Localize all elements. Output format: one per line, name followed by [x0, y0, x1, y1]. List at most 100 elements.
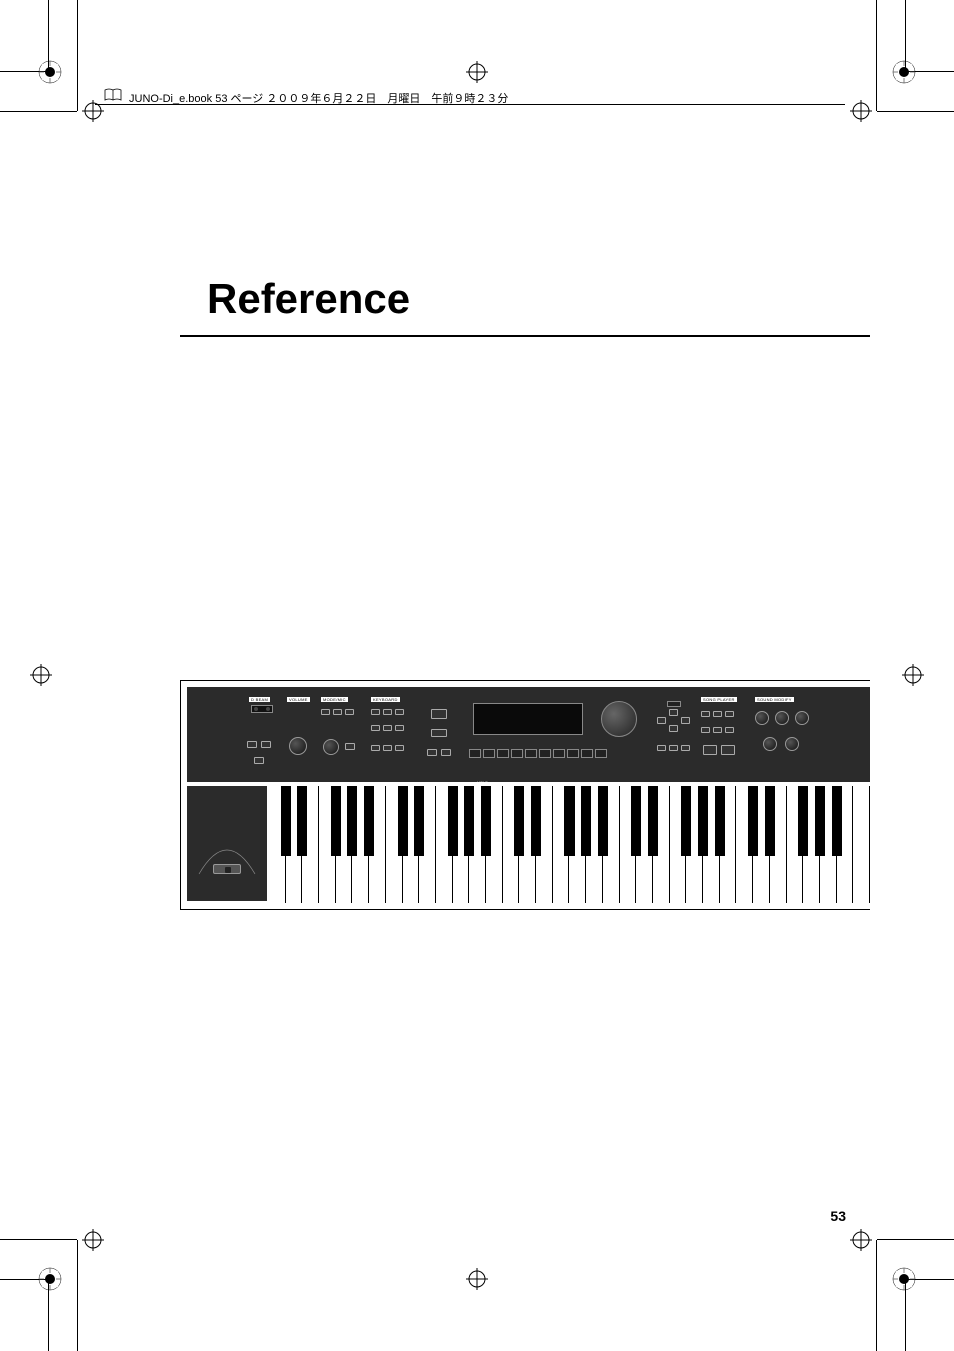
crop-mark	[0, 111, 77, 112]
registration-icon	[892, 60, 916, 84]
black-key	[648, 786, 658, 856]
panel-button	[669, 745, 678, 751]
modify-knob	[775, 711, 789, 725]
black-key	[765, 786, 775, 856]
crop-mark	[77, 0, 78, 111]
panel-button	[321, 709, 330, 715]
keyboard-label: KEYBOARD	[371, 697, 400, 702]
page-title: Reference	[207, 275, 410, 323]
crop-mark	[877, 1239, 954, 1240]
black-key	[832, 786, 842, 856]
value-dial	[601, 701, 637, 737]
cursor-button	[657, 717, 666, 724]
black-key	[531, 786, 541, 856]
panel-button	[371, 709, 380, 715]
panel-button	[395, 709, 404, 715]
piano-keys	[269, 786, 870, 903]
black-key	[815, 786, 825, 856]
registration-icon	[38, 60, 62, 84]
crop-mark	[77, 1240, 78, 1351]
number-button	[553, 749, 565, 758]
sound-modify-label: SOUND MODIFY	[755, 697, 794, 702]
header-rule	[95, 104, 845, 105]
panel-button	[427, 749, 437, 756]
number-button	[525, 749, 537, 758]
pitch-bend-area	[187, 786, 267, 901]
white-key	[853, 786, 870, 903]
registration-icon	[892, 1267, 916, 1291]
black-key	[481, 786, 491, 856]
panel-button	[725, 711, 734, 717]
control-panel: D BEAM VOLUME MODE/MIC KEYBOARD	[187, 687, 870, 782]
panel-button	[371, 725, 380, 731]
black-key	[748, 786, 758, 856]
d-beam-label: D BEAM	[249, 697, 270, 702]
crop-mark	[876, 1240, 877, 1351]
volume-knob	[289, 737, 307, 755]
target-icon	[466, 1268, 488, 1290]
black-key	[281, 786, 291, 856]
black-key	[581, 786, 591, 856]
crop-mark	[876, 0, 877, 111]
number-button	[483, 749, 495, 758]
modify-knob	[755, 711, 769, 725]
modify-knob	[795, 711, 809, 725]
hold-label: HOLD	[477, 780, 488, 785]
target-icon	[82, 1229, 104, 1251]
target-icon	[850, 1229, 872, 1251]
panel-button	[345, 743, 355, 750]
panel-button	[713, 727, 722, 733]
black-key	[398, 786, 408, 856]
target-icon	[902, 664, 924, 686]
panel-button	[431, 729, 447, 737]
black-key	[347, 786, 357, 856]
black-key	[331, 786, 341, 856]
pitch-bend-lever	[213, 864, 241, 874]
keyboard-figure: D BEAM VOLUME MODE/MIC KEYBOARD	[180, 680, 870, 910]
mic-knob	[323, 739, 339, 755]
title-underline	[180, 335, 870, 337]
panel-button	[383, 709, 392, 715]
crop-mark	[877, 111, 954, 112]
target-icon	[466, 61, 488, 83]
song-player-label: SONG PLAYER	[701, 697, 737, 702]
panel-button	[681, 745, 690, 751]
number-button	[539, 749, 551, 758]
panel-button	[395, 725, 404, 731]
cursor-button	[681, 717, 690, 724]
black-key	[514, 786, 524, 856]
page-number: 53	[830, 1208, 846, 1224]
play-button	[703, 745, 717, 755]
number-button	[567, 749, 579, 758]
black-key	[414, 786, 424, 856]
panel-button	[657, 745, 666, 751]
black-key	[798, 786, 808, 856]
number-button	[595, 749, 607, 758]
panel-button	[383, 745, 392, 751]
black-key	[715, 786, 725, 856]
registration-icon	[38, 1267, 62, 1291]
panel-button	[713, 711, 722, 717]
black-key	[598, 786, 608, 856]
panel-button	[441, 749, 451, 756]
panel-button	[725, 727, 734, 733]
panel-button	[701, 727, 710, 733]
panel-button	[395, 745, 404, 751]
panel-button	[254, 757, 264, 764]
modify-knob	[763, 737, 777, 751]
panel-button	[701, 711, 710, 717]
black-key	[448, 786, 458, 856]
d-beam-sensor	[251, 705, 273, 713]
target-icon	[30, 664, 52, 686]
target-icon	[850, 100, 872, 122]
black-key	[681, 786, 691, 856]
number-button	[511, 749, 523, 758]
panel-button	[333, 709, 342, 715]
cursor-button	[669, 709, 678, 716]
panel-button	[247, 741, 257, 748]
panel-button	[371, 745, 380, 751]
black-key	[631, 786, 641, 856]
mode-mic-label: MODE/MIC	[321, 697, 348, 702]
black-key	[564, 786, 574, 856]
cursor-button	[669, 725, 678, 732]
